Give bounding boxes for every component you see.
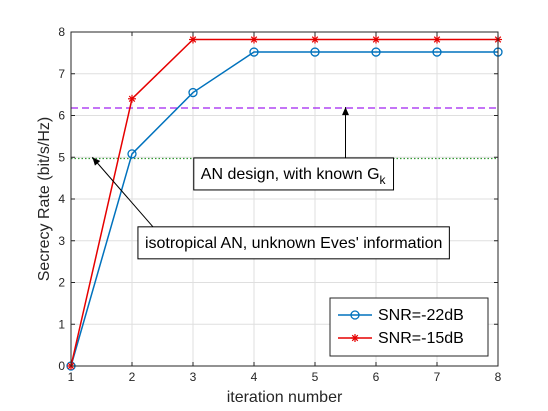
annotation-arrow-1	[342, 107, 349, 158]
series-2-point	[311, 35, 319, 44]
series-2-point	[250, 35, 258, 44]
legend: SNR=-22dB SNR=-15dB	[329, 297, 489, 357]
series-2-point	[372, 35, 380, 44]
y-tick-label: 7	[58, 67, 65, 81]
series-1-point	[371, 47, 381, 57]
series-2-point	[128, 94, 136, 103]
annotation-arrow-2	[91, 156, 154, 228]
y-tick-label: 8	[58, 25, 65, 39]
x-tick-label: 1	[68, 370, 75, 384]
legend-marker	[351, 334, 359, 342]
legend-label: SNR=-22dB	[378, 307, 464, 324]
legend-label: SNR=-15dB	[378, 330, 464, 347]
annotation-2: isotropical AN, unknown Eves' informatio…	[137, 226, 450, 260]
y-axis-label: Secrecy Rate (bit/s/Hz)	[36, 117, 53, 281]
y-tick-label: 1	[58, 317, 65, 331]
legend-box	[329, 297, 489, 357]
series-1-point	[188, 87, 198, 98]
annotation-text: AN design, with known Gk	[201, 166, 387, 187]
x-tick-label: 4	[251, 370, 258, 384]
annotation-text: isotropical AN, unknown Eves' informatio…	[145, 235, 442, 252]
x-tick-label: 8	[495, 370, 502, 384]
y-tick-label: 4	[58, 192, 65, 206]
series-2-point	[433, 35, 441, 44]
x-tick-label: 7	[434, 370, 441, 384]
x-tick-label: 5	[312, 370, 319, 384]
series-line-1	[70, 51, 498, 367]
annotations: AN design, with known Gk isotropical AN, …	[91, 107, 450, 260]
series-1-point	[310, 47, 320, 57]
x-tick-label: 6	[373, 370, 380, 384]
y-tick-label: 0	[58, 359, 65, 373]
series-1-point	[127, 149, 137, 159]
series-2-point	[189, 35, 197, 44]
legend-marker	[350, 310, 360, 320]
x-axis-label: iteration number	[227, 389, 343, 406]
annotation-box	[137, 226, 450, 260]
y-tick-label: 6	[58, 109, 65, 123]
x-tick-label: 3	[190, 370, 197, 384]
series-1-point	[249, 47, 259, 57]
x-tick-label: 2	[129, 370, 136, 384]
y-tick-label: 3	[58, 234, 65, 248]
annotation-box	[193, 157, 395, 191]
axes	[70, 31, 499, 367]
y-tick-label: 2	[58, 276, 65, 290]
series-line-2	[70, 38, 498, 367]
annotation-1: AN design, with known Gk	[193, 157, 395, 191]
series-1-point	[432, 47, 442, 57]
y-tick-label: 5	[58, 150, 65, 164]
